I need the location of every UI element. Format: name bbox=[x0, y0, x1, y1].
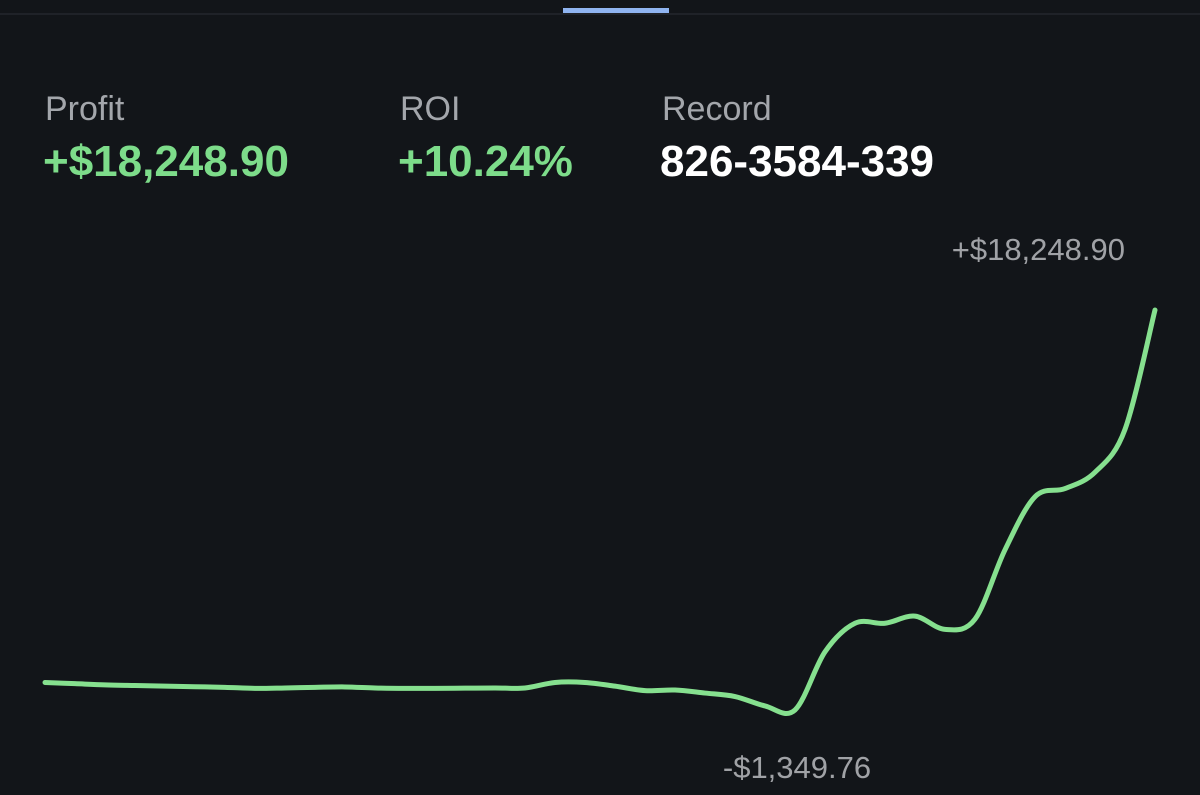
chart: +$18,248.90 -$1,349.76 bbox=[42, 232, 1158, 785]
stats-row: Profit +$18,248.90 ROI +10.24% Record 826-358… bbox=[43, 90, 934, 186]
stat-label: Record bbox=[662, 90, 772, 128]
stat-label: ROI bbox=[400, 90, 460, 128]
stat-value: 826-3584-339 bbox=[660, 137, 934, 186]
stat-value: +10.24% bbox=[398, 137, 573, 186]
stat-label: Profit bbox=[45, 90, 125, 128]
tab-indicator bbox=[563, 8, 669, 13]
stat-value: +$18,248.90 bbox=[43, 137, 289, 186]
profit-line bbox=[42, 307, 1158, 716]
max-label: +$18,248.90 bbox=[952, 232, 1125, 267]
min-label: -$1,349.76 bbox=[723, 750, 871, 785]
